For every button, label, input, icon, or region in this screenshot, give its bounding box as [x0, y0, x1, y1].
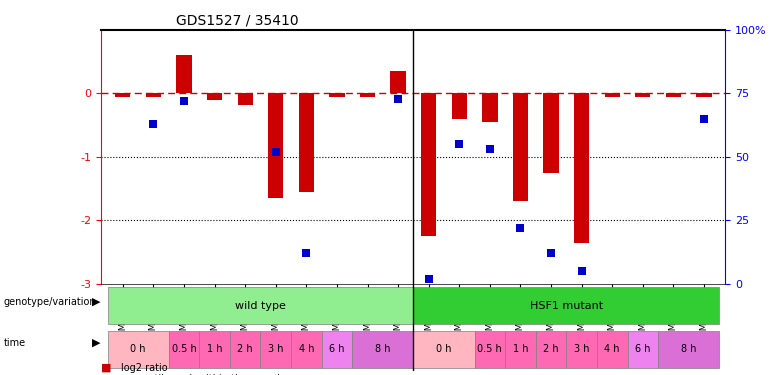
Point [270, 149, 282, 155]
Bar [536, 331, 566, 368]
Text: 4 h: 4 h [299, 344, 314, 354]
Text: 2 h: 2 h [543, 344, 558, 354]
Bar [597, 331, 628, 368]
Bar [512, 93, 528, 201]
Text: 2 h: 2 h [237, 344, 253, 354]
Bar [115, 93, 130, 97]
Point [423, 276, 435, 282]
Text: 1 h: 1 h [512, 344, 528, 354]
Bar [268, 93, 283, 198]
Text: ■: ■ [101, 374, 112, 375]
Bar [635, 93, 651, 97]
Bar [574, 93, 589, 243]
Text: ▶: ▶ [92, 297, 101, 307]
Bar [474, 331, 505, 368]
Bar [360, 93, 375, 97]
Bar [291, 331, 321, 368]
Point [576, 268, 588, 274]
Text: HSF1 mutant: HSF1 mutant [530, 301, 603, 311]
Text: ■: ■ [101, 363, 112, 373]
Bar [566, 331, 597, 368]
Point [147, 121, 160, 127]
Bar [452, 93, 467, 119]
Point [178, 98, 190, 104]
Bar [238, 93, 253, 105]
Bar [230, 331, 261, 368]
Text: 8 h: 8 h [681, 344, 697, 354]
Bar [697, 93, 711, 97]
Text: percentile rank within the sample: percentile rank within the sample [121, 374, 286, 375]
Point [698, 116, 711, 122]
Bar [146, 93, 161, 97]
Point [514, 225, 526, 231]
Text: 1 h: 1 h [207, 344, 222, 354]
Point [484, 146, 496, 152]
Text: 3 h: 3 h [268, 344, 283, 354]
Bar [604, 93, 620, 97]
Bar [329, 93, 345, 97]
Bar [628, 331, 658, 368]
Bar [261, 331, 291, 368]
Bar [353, 331, 413, 368]
Bar [658, 331, 719, 368]
Text: 4 h: 4 h [604, 344, 620, 354]
Text: 0 h: 0 h [436, 344, 452, 354]
Text: GDS1527 / 35410: GDS1527 / 35410 [176, 13, 299, 27]
Bar [207, 93, 222, 100]
Text: 3 h: 3 h [574, 344, 590, 354]
Point [453, 141, 466, 147]
Text: log2 ratio: log2 ratio [121, 363, 168, 373]
Point [544, 251, 557, 257]
Bar [421, 93, 436, 236]
Text: 6 h: 6 h [635, 344, 651, 354]
Bar [505, 331, 536, 368]
Bar [176, 56, 192, 93]
Text: 8 h: 8 h [375, 344, 391, 354]
Bar [413, 331, 474, 368]
Bar [168, 331, 199, 368]
Text: wild type: wild type [235, 301, 286, 311]
Text: 0.5 h: 0.5 h [172, 344, 197, 354]
Text: 6 h: 6 h [329, 344, 345, 354]
Bar [108, 331, 168, 368]
Bar [108, 287, 413, 324]
Bar [666, 93, 681, 97]
Bar [544, 93, 558, 173]
Text: 0.5 h: 0.5 h [477, 344, 502, 354]
Bar [299, 93, 314, 192]
Bar [413, 287, 719, 324]
Bar [482, 93, 498, 122]
Text: 0 h: 0 h [130, 344, 146, 354]
Point [300, 251, 313, 257]
Text: time: time [4, 338, 26, 348]
Bar [391, 71, 406, 93]
Text: ▶: ▶ [92, 338, 101, 348]
Bar [321, 331, 353, 368]
Text: genotype/variation: genotype/variation [4, 297, 97, 307]
Point [392, 96, 404, 102]
Bar [199, 331, 230, 368]
